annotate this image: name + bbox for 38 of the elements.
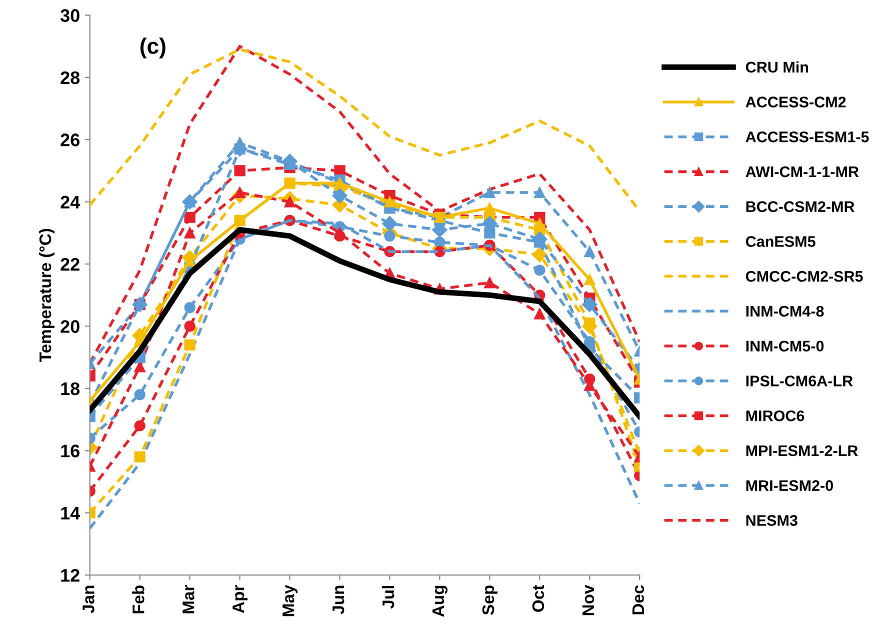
x-tick-label: Oct [532, 584, 544, 612]
y-tick-label: 14 [61, 506, 80, 520]
legend-label: NESM3 [746, 515, 798, 526]
y-tick-label: 16 [61, 444, 80, 458]
legend-label: ACCESS-CM2 [746, 96, 846, 108]
y-tick-label: 30 [60, 9, 80, 22]
x-tick-label: Sep [482, 585, 498, 615]
legend-label: MPI-ESM1-2-LR [746, 445, 858, 456]
legend-label: AWI-CM-1-1-MR [746, 166, 859, 178]
y-tick-label: 26 [60, 134, 80, 146]
legend-label: BCC-CSM2-MR [746, 201, 854, 212]
y-axis-title: Temperature (°C) [38, 228, 55, 362]
y-tick-label: 12 [61, 568, 80, 582]
legend-label: MRI-ESM2-0 [746, 480, 833, 491]
x-tick-label: Jun [332, 586, 344, 614]
y-tick-label: 24 [60, 196, 80, 208]
legend-label: CMCC-CM2-SR5 [746, 270, 863, 282]
y-tick-label: 20 [60, 320, 80, 333]
legend-label: CanESM5 [746, 236, 816, 247]
legend-label: MIROC6 [746, 410, 804, 422]
x-tick-label: May [282, 584, 298, 616]
y-tick-label: 22 [60, 258, 80, 271]
legend-label: INM-CM4-8 [746, 306, 824, 317]
x-tick-label: Feb [132, 585, 144, 614]
x-tick-label: Jul [382, 586, 394, 609]
x-tick-label: Mar [182, 585, 194, 614]
legend-label: INM-CM5-0 [746, 340, 824, 352]
x-tick-label: Apr [232, 585, 248, 614]
legend-label: CRU Min [746, 61, 808, 73]
legend-label: ACCESS-ESM1-5 [746, 132, 869, 142]
legend-label: IPSL-CM6A-LR [746, 376, 853, 386]
annotation: (c) [140, 38, 166, 58]
y-tick-label: 18 [61, 382, 80, 396]
x-tick-label: Nov [582, 584, 594, 616]
x-tick-label: Aug [432, 586, 448, 617]
x-tick-label: Dec [632, 585, 644, 614]
x-tick-label: Jan [82, 586, 94, 614]
y-tick-label: 28 [60, 71, 80, 84]
